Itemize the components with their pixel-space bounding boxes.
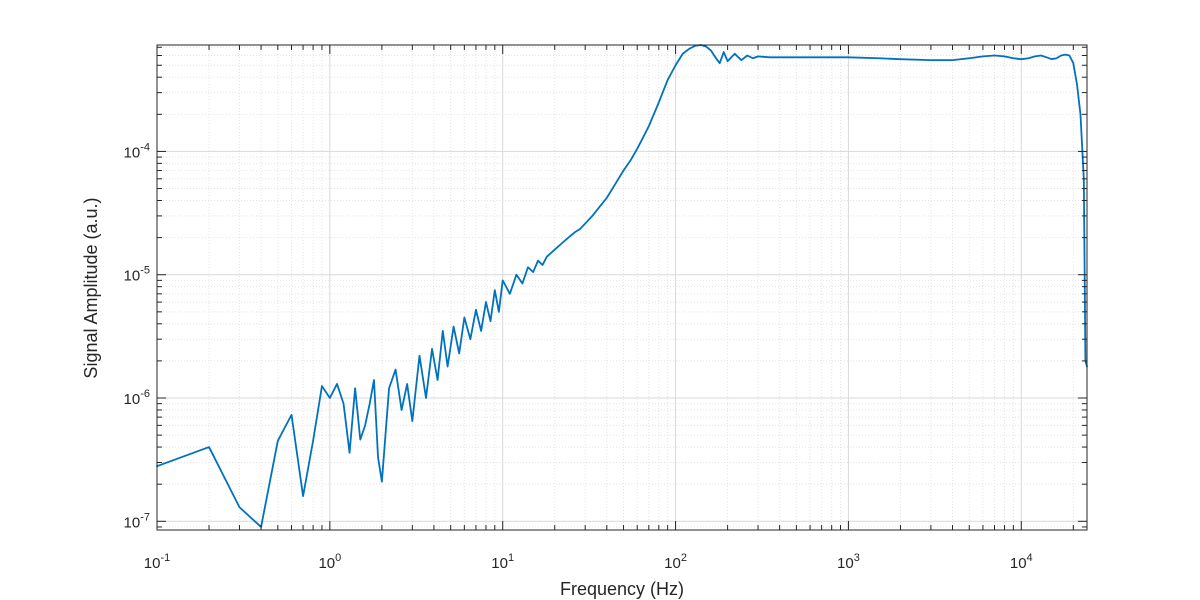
- series-layer: [156, 44, 1088, 528]
- y-tick-label: 10-7: [124, 511, 150, 531]
- x-tick-exponent: 3: [854, 552, 860, 564]
- x-tick-labels: 10-1 100 101 102 103 104: [144, 552, 1033, 572]
- y-axis-label: Signal Amplitude (a.u.): [81, 197, 101, 378]
- x-tick-exponent: 2: [681, 552, 687, 564]
- x-tick-base: 10: [491, 555, 508, 572]
- x-tick-base: 10: [144, 555, 161, 572]
- series-line-1: [156, 44, 1088, 528]
- x-tick-exponent: 0: [335, 552, 341, 564]
- y-tick-exponent: -6: [140, 388, 150, 400]
- y-tick-base: 10: [124, 514, 141, 531]
- major-grid: [156, 45, 1087, 530]
- x-tick-base: 10: [664, 555, 681, 572]
- x-tick-base: 10: [1010, 555, 1027, 572]
- x-tick-label: 103: [837, 552, 860, 572]
- minor-grid: [157, 45, 1087, 530]
- x-tick-label: 102: [664, 552, 687, 572]
- tick-marks: [156, 45, 1087, 530]
- x-tick-base: 10: [318, 555, 335, 572]
- y-tick-base: 10: [124, 391, 141, 408]
- x-tick-exponent: -1: [160, 552, 170, 564]
- x-tick-label: 10-1: [144, 552, 170, 572]
- x-axis-label: Frequency (Hz): [560, 579, 684, 599]
- x-tick-exponent: 1: [508, 552, 514, 564]
- y-tick-exponent: -7: [140, 511, 150, 523]
- x-tick-base: 10: [837, 555, 854, 572]
- x-tick-label: 101: [491, 552, 514, 572]
- y-tick-base: 10: [124, 268, 141, 285]
- y-tick-label: 10-6: [124, 388, 150, 408]
- x-tick-label: 104: [1010, 552, 1033, 572]
- y-tick-exponent: -5: [140, 265, 150, 277]
- y-tick-label: 10-4: [124, 141, 150, 161]
- x-tick-exponent: 4: [1027, 552, 1033, 564]
- y-tick-labels: 10-710-610-510-4: [124, 141, 150, 531]
- y-tick-exponent: -4: [140, 141, 150, 153]
- y-tick-base: 10: [124, 144, 141, 161]
- x-tick-label: 100: [318, 552, 341, 572]
- plot-area-frame: [156, 44, 1088, 531]
- y-tick-label: 10-5: [124, 265, 150, 285]
